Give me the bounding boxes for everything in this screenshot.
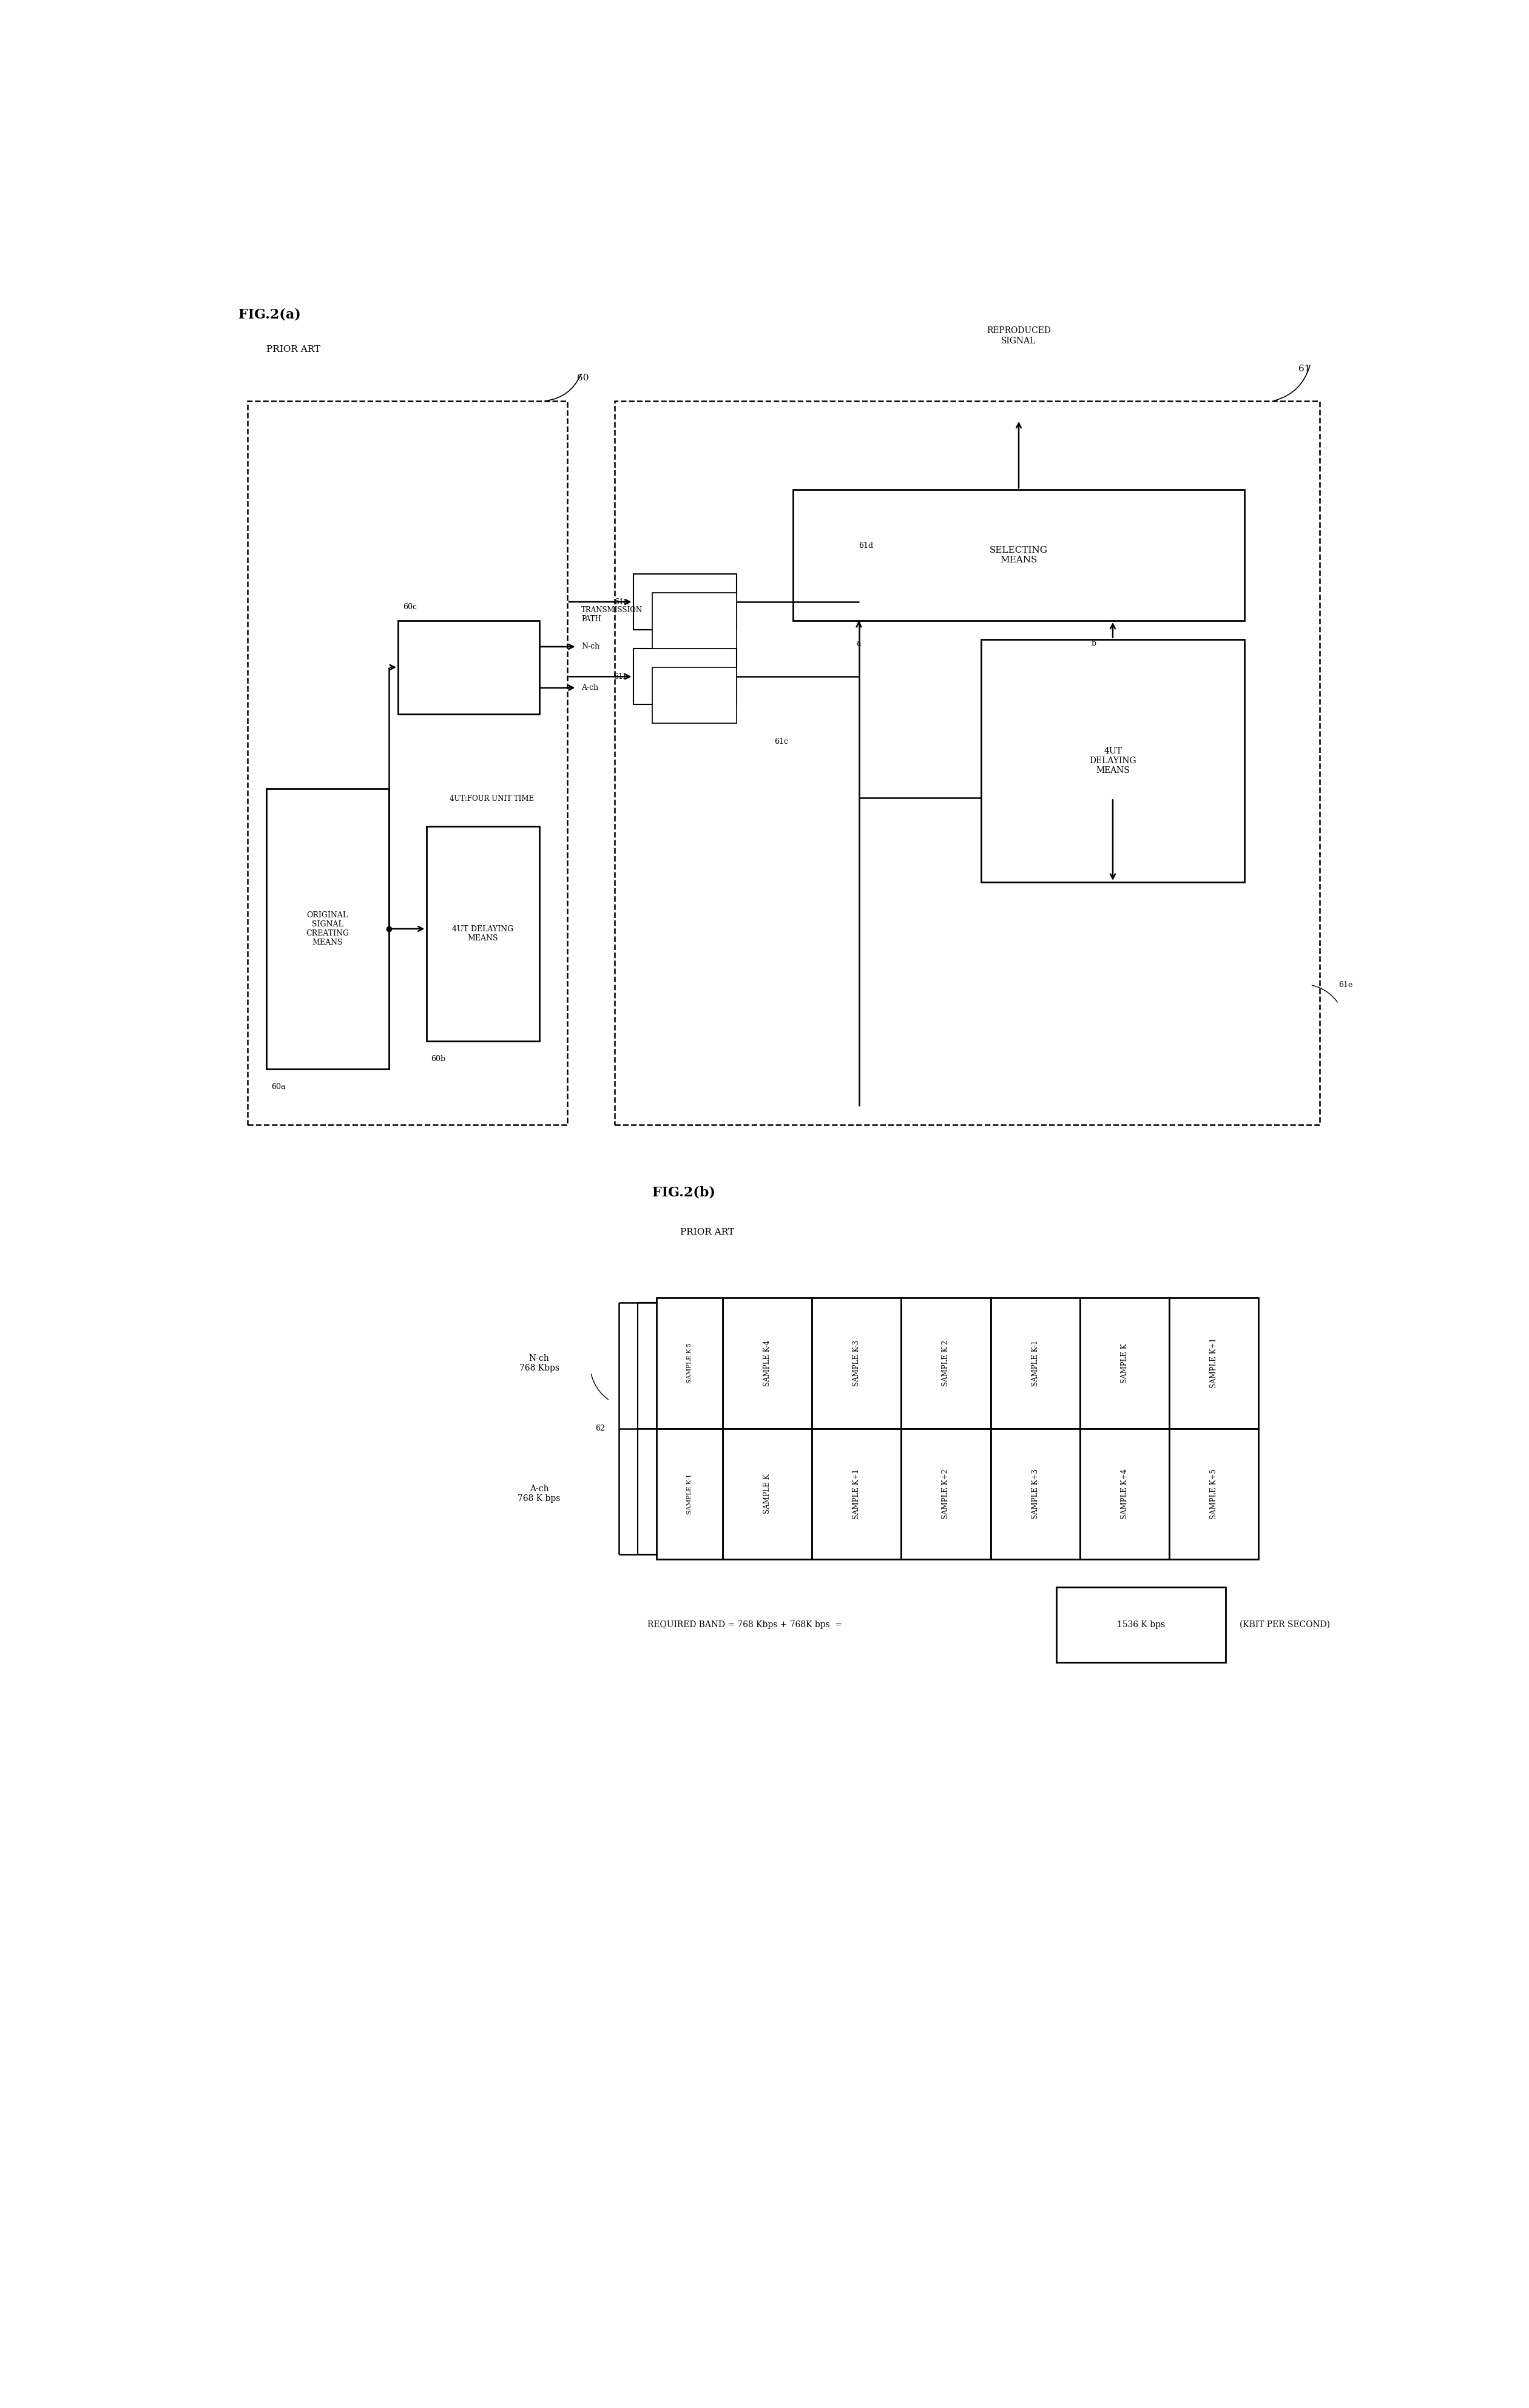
- Text: 60: 60: [576, 373, 589, 383]
- Text: 61e: 61e: [1338, 980, 1353, 990]
- Text: A-ch
768 K bps: A-ch 768 K bps: [518, 1486, 561, 1503]
- Text: 4UT:FOUR UNIT TIME: 4UT:FOUR UNIT TIME: [450, 795, 534, 802]
- Text: SAMPLE K+1: SAMPLE K+1: [853, 1469, 861, 1519]
- Text: 1536 K bps: 1536 K bps: [1118, 1621, 1165, 1628]
- Text: A-ch: A-ch: [581, 684, 598, 691]
- Text: N-ch
768 Kbps: N-ch 768 Kbps: [518, 1353, 560, 1373]
- Text: REQUIRED BAND = 768 Kbps + 768K bps  =: REQUIRED BAND = 768 Kbps + 768K bps =: [647, 1621, 842, 1628]
- Bar: [633, 573, 737, 631]
- Bar: [1079, 1428, 1170, 1560]
- Text: a: a: [856, 638, 861, 648]
- Bar: [248, 402, 567, 1125]
- Text: 61b: 61b: [613, 672, 628, 681]
- Text: PRIOR ART: PRIOR ART: [680, 1228, 734, 1235]
- Text: SAMPLE K+2: SAMPLE K+2: [942, 1469, 950, 1519]
- Bar: [723, 1428, 812, 1560]
- Bar: [1170, 1298, 1258, 1428]
- Text: SAMPLE K: SAMPLE K: [763, 1474, 771, 1515]
- Text: 61a: 61a: [615, 597, 628, 607]
- Text: SAMPLE K+1: SAMPLE K+1: [1209, 1339, 1217, 1389]
- Text: FIG.2(b): FIG.2(b): [651, 1185, 716, 1199]
- Text: TRANSMISSION
PATH: TRANSMISSION PATH: [581, 607, 642, 624]
- Text: SAMPLE K-3: SAMPLE K-3: [853, 1339, 861, 1387]
- Bar: [901, 1298, 991, 1428]
- Text: 62: 62: [595, 1426, 605, 1433]
- Bar: [982, 638, 1245, 881]
- Text: 60a: 60a: [271, 1084, 286, 1091]
- Text: (KBIT PER SECOND): (KBIT PER SECOND): [1240, 1621, 1330, 1628]
- Text: REPRODUCED
SIGNAL: REPRODUCED SIGNAL: [986, 327, 1050, 344]
- Text: SAMPLE K-2: SAMPLE K-2: [942, 1341, 950, 1387]
- Bar: [615, 402, 1320, 1125]
- Text: FIG.2(a): FIG.2(a): [239, 308, 301, 320]
- Bar: [901, 1428, 991, 1560]
- Text: SAMPLE K+4: SAMPLE K+4: [1121, 1469, 1128, 1519]
- Text: SAMPLE K-1: SAMPLE K-1: [687, 1474, 693, 1515]
- Text: N-ch: N-ch: [581, 643, 599, 650]
- Bar: [1057, 1587, 1226, 1662]
- Text: 4UT DELAYING
MEANS: 4UT DELAYING MEANS: [453, 925, 514, 942]
- Bar: [266, 790, 388, 1069]
- Bar: [398, 621, 540, 713]
- Text: SAMPLE K-5: SAMPLE K-5: [687, 1344, 693, 1385]
- Bar: [991, 1298, 1079, 1428]
- Text: 4UT
DELAYING
MEANS: 4UT DELAYING MEANS: [1089, 746, 1136, 775]
- Text: SAMPLE K+5: SAMPLE K+5: [1209, 1469, 1217, 1519]
- Text: 61c: 61c: [774, 737, 787, 746]
- Bar: [651, 592, 737, 648]
- Bar: [427, 826, 540, 1040]
- Bar: [656, 1298, 723, 1428]
- Bar: [651, 667, 737, 722]
- Bar: [812, 1428, 901, 1560]
- Text: 61: 61: [1298, 364, 1310, 373]
- Text: ORIGINAL
SIGNAL
CREATING
MEANS: ORIGINAL SIGNAL CREATING MEANS: [306, 910, 349, 946]
- Text: 61d: 61d: [859, 542, 873, 549]
- Bar: [794, 489, 1245, 621]
- Text: SELECTING
MEANS: SELECTING MEANS: [989, 547, 1047, 563]
- Text: b: b: [1092, 638, 1096, 648]
- Bar: [812, 1298, 901, 1428]
- Bar: [991, 1428, 1079, 1560]
- Bar: [633, 648, 737, 706]
- Text: SAMPLE K+3: SAMPLE K+3: [1031, 1469, 1040, 1519]
- Bar: [1079, 1298, 1170, 1428]
- Text: SAMPLE K-1: SAMPLE K-1: [1031, 1341, 1040, 1387]
- Bar: [1170, 1428, 1258, 1560]
- Text: SAMPLE K: SAMPLE K: [1121, 1344, 1128, 1382]
- Text: SAMPLE K-4: SAMPLE K-4: [763, 1339, 771, 1387]
- Bar: [723, 1298, 812, 1428]
- Text: 60b: 60b: [431, 1055, 445, 1062]
- Bar: [656, 1428, 723, 1560]
- Text: PRIOR ART: PRIOR ART: [266, 344, 321, 354]
- Text: 60c: 60c: [402, 604, 417, 612]
